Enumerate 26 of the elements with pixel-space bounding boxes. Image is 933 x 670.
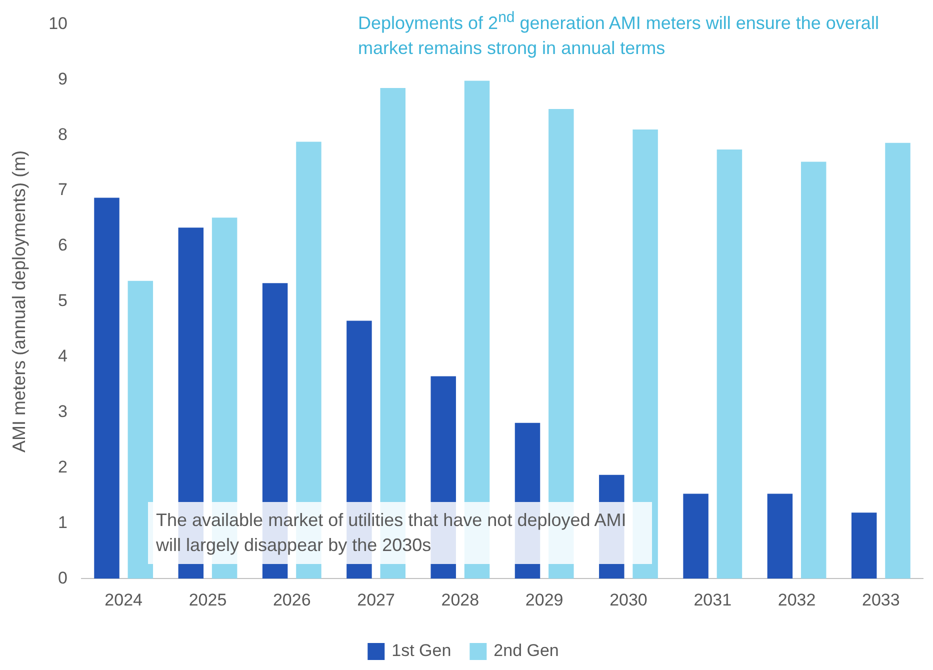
x-tick-label: 2025 <box>188 590 227 610</box>
x-tick-label: 2026 <box>272 590 311 610</box>
x-tick-label: 2031 <box>694 590 732 610</box>
y-tick-label: 2 <box>58 457 68 476</box>
y-tick-label: 8 <box>58 124 68 144</box>
x-tick-label: 2033 <box>862 590 900 610</box>
legend-label: 2nd Gen <box>494 641 559 660</box>
x-tick-label: 2029 <box>525 590 564 610</box>
x-tick-label: 2024 <box>104 590 142 610</box>
x-tick-label: 2028 <box>441 590 480 610</box>
y-tick-label: 9 <box>58 69 68 88</box>
y-tick-label: 0 <box>58 568 68 588</box>
legend-label: 1st Gen <box>392 641 452 660</box>
x-tick-label: 2030 <box>610 590 648 610</box>
x-tick-label: 2027 <box>357 590 395 610</box>
y-axis-title: AMI meters (annual deployments) (m) <box>8 150 29 452</box>
x-tick-label: 2032 <box>778 590 816 610</box>
y-tick-label: 7 <box>58 180 68 200</box>
y-tick-label: 1 <box>58 512 68 532</box>
annotation: The available market of utilities that have not deployed AMI will largely disappear by the 2030s <box>148 502 652 564</box>
y-tick-label: 10 <box>48 14 68 33</box>
annotation: Deployments of 2$^{nd}$ generation AMI meters will ensure the overall market remains strong in annual terms <box>358 8 880 60</box>
y-tick-label: 5 <box>58 291 68 310</box>
y-tick-label: 4 <box>58 346 68 366</box>
y-tick-label: 3 <box>58 402 68 421</box>
y-tick-label: 6 <box>58 236 68 255</box>
